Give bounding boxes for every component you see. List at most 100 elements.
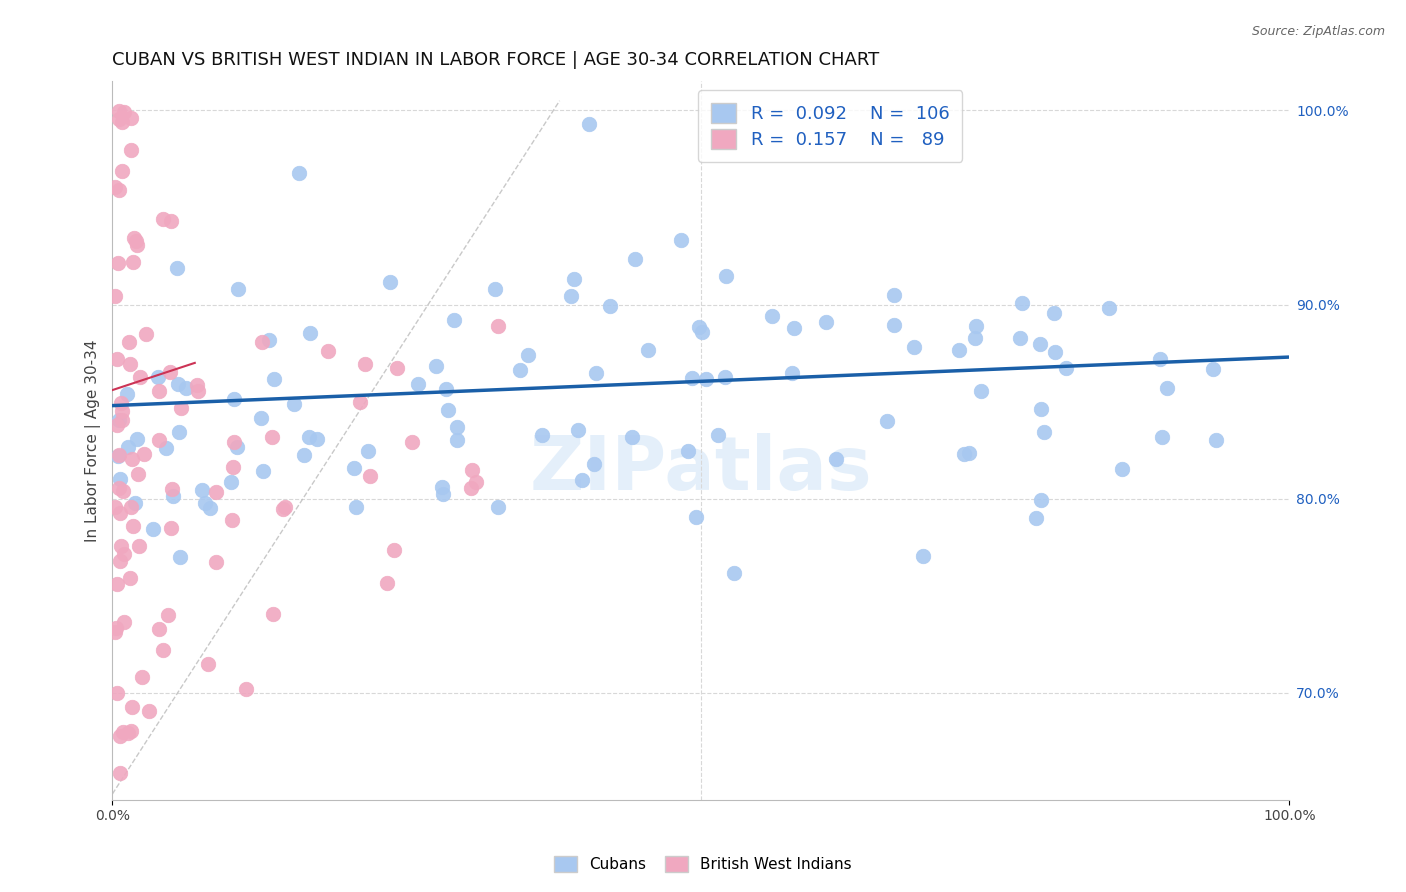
Point: [104, 289, 127, 303]
Point: [160, 214, 183, 228]
Point: [486, 500, 509, 514]
Point: [169, 425, 191, 440]
Point: [125, 238, 148, 252]
Point: [148, 623, 170, 637]
Point: [131, 670, 153, 684]
Point: [176, 381, 198, 395]
Point: [111, 404, 134, 418]
Y-axis label: In Labor Force | Age 30-34: In Labor Force | Age 30-34: [86, 339, 101, 541]
Point: [250, 334, 273, 349]
Point: [814, 315, 837, 329]
Point: [624, 252, 647, 267]
Point: [204, 555, 226, 569]
Point: [191, 483, 214, 497]
Point: [108, 104, 131, 119]
Point: [162, 482, 184, 496]
Point: [292, 449, 315, 463]
Point: [108, 481, 131, 495]
Point: [111, 115, 134, 129]
Point: [387, 360, 409, 375]
Point: [446, 420, 468, 434]
Point: [112, 105, 135, 120]
Legend: Cubans, British West Indians: Cubans, British West Indians: [547, 848, 859, 880]
Point: [432, 486, 454, 500]
Point: [121, 452, 143, 467]
Point: [159, 365, 181, 379]
Point: [107, 256, 129, 270]
Point: [108, 554, 131, 568]
Point: [1010, 331, 1032, 345]
Point: [375, 576, 398, 591]
Point: [883, 318, 905, 333]
Point: [105, 686, 128, 700]
Point: [186, 384, 208, 399]
Point: [138, 704, 160, 718]
Point: [108, 183, 131, 197]
Point: [108, 413, 131, 427]
Point: [567, 423, 589, 437]
Point: [110, 396, 132, 410]
Text: Source: ZipAtlas.com: Source: ZipAtlas.com: [1251, 25, 1385, 38]
Point: [430, 480, 453, 494]
Point: [120, 723, 142, 738]
Point: [1011, 295, 1033, 310]
Point: [118, 335, 141, 350]
Point: [436, 382, 458, 396]
Point: [343, 461, 366, 475]
Point: [723, 566, 745, 581]
Point: [283, 397, 305, 411]
Point: [142, 522, 165, 536]
Point: [110, 729, 132, 743]
Point: [125, 432, 148, 446]
Point: [307, 432, 329, 446]
Point: [169, 550, 191, 565]
Point: [599, 299, 621, 313]
Point: [104, 500, 127, 514]
Point: [695, 372, 717, 386]
Point: [219, 475, 242, 489]
Point: [124, 231, 146, 245]
Point: [288, 166, 311, 180]
Point: [585, 366, 607, 380]
Point: [298, 326, 321, 340]
Point: [110, 539, 132, 553]
Point: [263, 372, 285, 386]
Point: [198, 501, 221, 516]
Point: [965, 331, 987, 345]
Point: [274, 500, 297, 515]
Point: [685, 510, 707, 524]
Point: [349, 395, 371, 409]
Point: [129, 370, 152, 384]
Point: [714, 269, 737, 284]
Point: [883, 288, 905, 302]
Point: [118, 571, 141, 585]
Point: [356, 444, 378, 458]
Point: [1202, 362, 1225, 376]
Point: [105, 577, 128, 591]
Point: [903, 340, 925, 354]
Point: [271, 501, 294, 516]
Point: [780, 366, 803, 380]
Point: [460, 481, 482, 495]
Point: [162, 489, 184, 503]
Point: [146, 370, 169, 384]
Point: [107, 352, 129, 367]
Point: [637, 343, 659, 357]
Point: [1098, 301, 1121, 315]
Point: [1156, 381, 1178, 395]
Point: [194, 495, 217, 509]
Point: [707, 427, 730, 442]
Point: [186, 378, 208, 392]
Point: [509, 363, 531, 377]
Point: [1031, 492, 1053, 507]
Point: [166, 376, 188, 391]
Point: [378, 275, 401, 289]
Point: [252, 464, 274, 478]
Point: [969, 384, 991, 399]
Point: [562, 271, 585, 285]
Point: [235, 682, 257, 697]
Point: [108, 506, 131, 520]
Point: [354, 357, 377, 371]
Point: [112, 483, 135, 498]
Point: [1043, 344, 1066, 359]
